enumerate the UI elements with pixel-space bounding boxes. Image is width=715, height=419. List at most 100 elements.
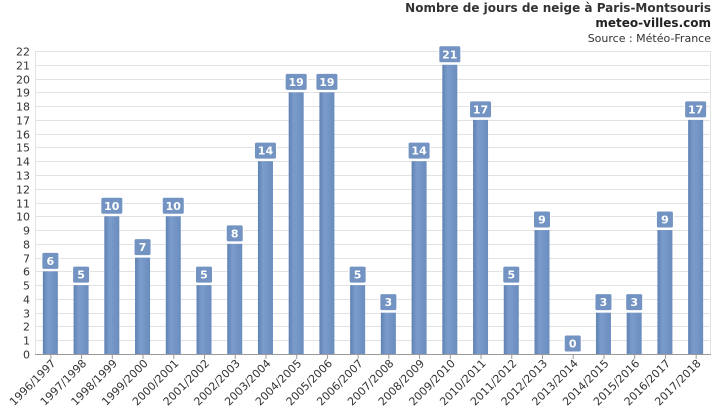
bar-2007/2008 [380, 312, 396, 354]
data-label-box [655, 210, 674, 229]
y-tick-label: 15 [16, 142, 30, 155]
chart-source: Source : Météo-France [587, 32, 711, 45]
y-tick-label: 11 [16, 198, 30, 211]
data-label-text: 21 [442, 48, 457, 61]
y-tick-label: 9 [23, 225, 30, 238]
data-label-text: 17 [688, 103, 703, 116]
y-tick-label: 0 [23, 349, 30, 362]
data-label-box [438, 45, 462, 64]
data-label-2015/2016: 3 [625, 293, 644, 312]
data-label-box [533, 210, 551, 229]
data-label-2003/2004: 14 [253, 141, 277, 160]
bar-1997/1998 [73, 285, 89, 354]
y-tick-label: 2 [23, 321, 30, 334]
data-label-2005/2006: 19 [315, 72, 339, 91]
data-label-box [72, 265, 91, 284]
bar-2009/2010 [442, 64, 458, 354]
chart-subtitle: meteo-villes.com [595, 16, 711, 30]
chart-title-block: Nombre de jours de neige à Paris-Montsou… [405, 1, 711, 46]
data-label-box [253, 141, 277, 160]
bar-2016/2017 [657, 230, 673, 354]
y-tick-label: 5 [23, 280, 30, 293]
data-label-text: 9 [661, 214, 669, 227]
data-label-text: 0 [569, 338, 577, 351]
y-tick-label: 1 [23, 335, 30, 348]
y-tick-label: 21 [16, 60, 30, 73]
y-tick-label: 22 [16, 46, 30, 59]
axes [35, 51, 711, 359]
data-label-2004/2005: 19 [284, 72, 308, 91]
y-tick-label: 17 [16, 115, 30, 128]
x-axis-ticks: 1996/19971997/19981998/19991999/20002000… [7, 357, 704, 408]
bar-2004/2005 [288, 92, 304, 355]
data-label-2016/2017: 9 [655, 210, 674, 229]
y-tick-label: 19 [16, 87, 30, 100]
y-tick-label: 20 [16, 74, 30, 87]
data-label-1997/1998: 5 [72, 265, 91, 284]
data-label-text: 6 [47, 255, 55, 268]
data-label-2000/2001: 10 [161, 196, 185, 215]
bar-2000/2001 [165, 216, 181, 354]
bar-2008/2009 [411, 161, 427, 354]
data-label-box [161, 196, 185, 215]
data-label-box [469, 100, 493, 119]
data-label-text: 17 [473, 103, 488, 116]
y-tick-label: 6 [23, 266, 30, 279]
data-label-2007/2008: 3 [379, 293, 398, 312]
data-label-text: 3 [600, 296, 608, 309]
data-label-box [594, 293, 613, 312]
chart-title: Nombre de jours de neige à Paris-Montsou… [405, 1, 711, 15]
data-label-box [284, 72, 308, 91]
data-label-box [225, 224, 244, 243]
bar-2017/2018 [688, 119, 704, 354]
bar-2002/2003 [227, 243, 243, 354]
y-tick-label: 10 [16, 211, 30, 224]
data-label-box [348, 265, 367, 284]
bar-2014/2015 [595, 312, 611, 354]
data-label-text: 3 [385, 296, 393, 309]
data-label-box [195, 265, 213, 284]
y-tick-label: 18 [16, 101, 30, 114]
bar-2003/2004 [257, 161, 273, 354]
y-tick-label: 16 [16, 129, 30, 142]
data-label-box [41, 251, 60, 270]
data-label-2012/2013: 9 [533, 210, 551, 229]
data-label-box [315, 72, 339, 91]
bar-1998/1999 [104, 216, 120, 354]
data-label-text: 19 [319, 76, 334, 89]
y-tick-label: 8 [23, 239, 30, 252]
bar-2011/2012 [503, 285, 519, 354]
data-label-text: 3 [630, 296, 638, 309]
data-label-text: 9 [538, 214, 546, 227]
data-label-2001/2002: 5 [195, 265, 213, 284]
data-label-1999/2000: 7 [133, 238, 152, 257]
data-label-box [502, 265, 521, 284]
data-label-2002/2003: 8 [225, 224, 244, 243]
data-label-box [133, 238, 152, 257]
data-label-2017/2018: 17 [684, 100, 708, 119]
y-tick-label: 14 [16, 156, 30, 169]
data-label-text: 8 [231, 227, 239, 240]
data-label-2014/2015: 3 [594, 293, 613, 312]
data-label-2006/2007: 5 [348, 265, 367, 284]
data-label-text: 14 [411, 145, 427, 158]
data-label-2010/2011: 17 [469, 100, 493, 119]
data-label-text: 14 [258, 145, 274, 158]
data-label-1998/1999: 10 [100, 196, 124, 215]
data-label-text: 10 [104, 200, 120, 213]
bar-2001/2002 [196, 285, 212, 354]
bar-2005/2006 [319, 92, 335, 355]
data-label-text: 19 [289, 76, 304, 89]
data-label-text: 10 [166, 200, 182, 213]
data-label-1996/1997: 6 [41, 251, 60, 270]
data-label-text: 5 [354, 269, 362, 282]
data-label-2009/2010: 21 [438, 45, 462, 64]
y-tick-label: 4 [23, 294, 30, 307]
bar-2006/2007 [350, 285, 366, 354]
data-label-2013/2014: 0 [563, 334, 582, 353]
data-label-text: 5 [77, 269, 85, 282]
bar-2010/2011 [473, 119, 489, 354]
data-label-text: 7 [139, 241, 147, 254]
data-label-text: 5 [200, 269, 208, 282]
